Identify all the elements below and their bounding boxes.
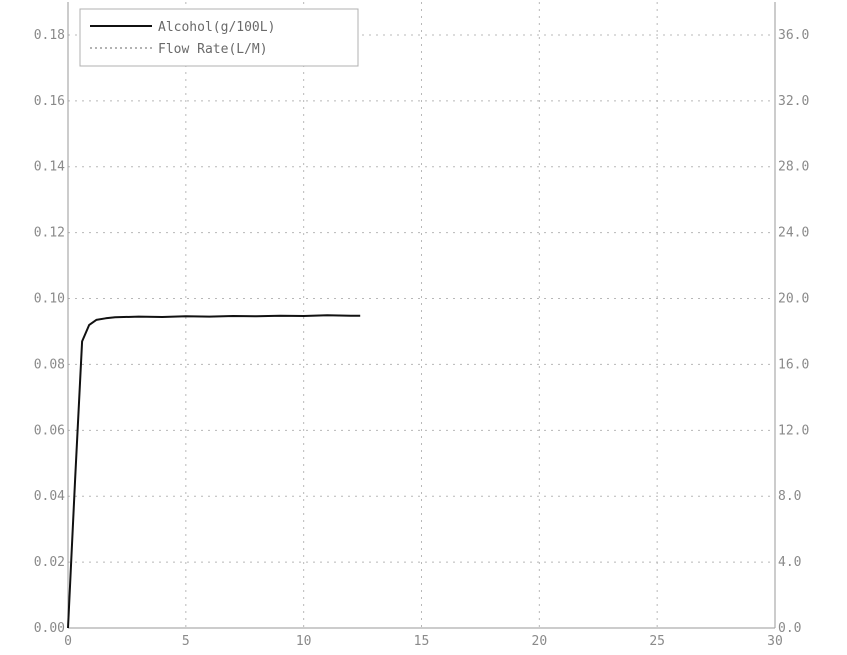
legend-label-flow-rate: Flow Rate(L/M) bbox=[158, 42, 268, 57]
y2-tick-label: 24.0 bbox=[778, 226, 809, 241]
y-tick-label: 0.12 bbox=[34, 226, 65, 241]
x-tick-label: 20 bbox=[532, 634, 548, 649]
y-tick-label: 0.10 bbox=[34, 292, 65, 307]
y2-tick-label: 8.0 bbox=[778, 489, 801, 504]
y2-tick-label: 4.0 bbox=[778, 555, 801, 570]
x-tick-label: 5 bbox=[182, 634, 190, 649]
y-tick-label: 0.06 bbox=[34, 423, 65, 438]
series-lines bbox=[67, 314, 361, 629]
y2-tick-label: 32.0 bbox=[778, 94, 809, 109]
axes bbox=[67, 2, 776, 629]
x-tick-label: 15 bbox=[414, 634, 430, 649]
y-tick-label: 0.04 bbox=[34, 489, 65, 504]
x-tick-label: 10 bbox=[296, 634, 312, 649]
y2-tick-label: 0.0 bbox=[778, 621, 801, 636]
legend: Alcohol(g/100L) Flow Rate(L/M) bbox=[79, 8, 359, 67]
y-tick-label: 0.14 bbox=[34, 160, 65, 175]
y-tick-label: 0.16 bbox=[34, 94, 65, 109]
y2-tick-label: 16.0 bbox=[778, 357, 809, 372]
y-tick-label: 0.00 bbox=[34, 621, 65, 636]
legend-box bbox=[79, 8, 359, 67]
y-tick-label: 0.02 bbox=[34, 555, 65, 570]
grid-lines bbox=[68, 2, 775, 628]
y2-tick-label: 20.0 bbox=[778, 292, 809, 307]
y2-tick-label: 28.0 bbox=[778, 160, 809, 175]
y2-tick-label: 12.0 bbox=[778, 423, 809, 438]
series-line-alcohol-g-100l bbox=[67, 314, 361, 629]
y-tick-label: 0.18 bbox=[34, 28, 65, 43]
x-tick-label: 30 bbox=[767, 634, 783, 649]
y2-tick-label: 36.0 bbox=[778, 28, 809, 43]
x-tick-label: 0 bbox=[64, 634, 72, 649]
legend-label-alcohol: Alcohol(g/100L) bbox=[158, 20, 275, 35]
y-tick-label: 0.08 bbox=[34, 357, 65, 372]
tick-labels: 0 5 10 15 20 25 30 0.00 0.02 0.04 0.06 0.08 0.10 0.12… bbox=[34, 28, 810, 649]
x-tick-label: 25 bbox=[649, 634, 665, 649]
